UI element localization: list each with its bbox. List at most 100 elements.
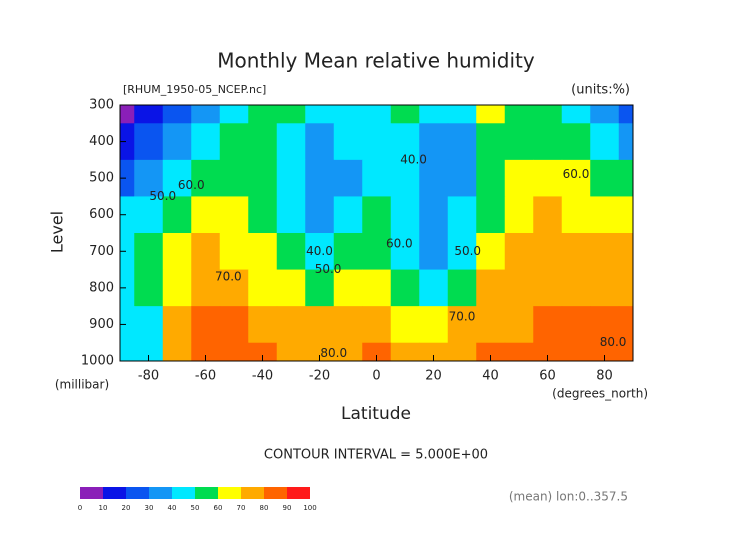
cell bbox=[590, 306, 620, 344]
cell bbox=[419, 269, 449, 307]
contour-label: 70.0 bbox=[215, 269, 242, 283]
x-tick-label: -20 bbox=[309, 369, 330, 384]
cell bbox=[248, 269, 278, 307]
cell bbox=[276, 159, 306, 197]
units: (units:%) bbox=[571, 83, 630, 98]
cell bbox=[134, 105, 164, 124]
colorbar-label: 100 bbox=[303, 504, 316, 512]
cell bbox=[162, 196, 192, 234]
colorbar-label: 90 bbox=[283, 504, 292, 512]
x-tick-label: 20 bbox=[425, 369, 442, 384]
cell bbox=[476, 306, 506, 344]
cell bbox=[305, 306, 335, 344]
colorbar-label: 40 bbox=[168, 504, 177, 512]
cell bbox=[504, 306, 534, 344]
cell bbox=[120, 342, 135, 362]
colorbar-swatch bbox=[218, 487, 241, 499]
cell bbox=[276, 123, 306, 161]
colorbar-swatch bbox=[80, 487, 103, 499]
cell bbox=[533, 196, 563, 234]
cell bbox=[447, 105, 477, 124]
cell bbox=[134, 159, 164, 197]
cell bbox=[362, 123, 392, 161]
cell bbox=[305, 196, 335, 234]
cell bbox=[219, 159, 249, 197]
colorbar-label: 70 bbox=[237, 504, 246, 512]
cell bbox=[191, 269, 221, 307]
contour-label: 60.0 bbox=[386, 236, 413, 250]
x-tick-label: -40 bbox=[252, 369, 273, 384]
cell bbox=[362, 196, 392, 234]
cell bbox=[134, 269, 164, 307]
note: (mean) lon:0..357.5 bbox=[509, 490, 628, 504]
cell bbox=[305, 105, 335, 124]
cell bbox=[219, 233, 249, 271]
contour-label: 50.0 bbox=[149, 189, 176, 203]
cell bbox=[191, 233, 221, 271]
cell bbox=[191, 306, 221, 344]
cell bbox=[248, 342, 278, 362]
colorbar-swatch bbox=[264, 487, 287, 499]
cell bbox=[362, 105, 392, 124]
cell bbox=[120, 159, 135, 197]
colorbar-label: 0 bbox=[78, 504, 82, 512]
contour-label: 40.0 bbox=[306, 244, 333, 258]
colorbar-swatch bbox=[172, 487, 195, 499]
cell bbox=[276, 105, 306, 124]
colorbar-label: 60 bbox=[214, 504, 223, 512]
cell bbox=[419, 342, 449, 362]
y-tick-label: 300 bbox=[89, 98, 114, 113]
cell bbox=[219, 306, 249, 344]
x-unit: (degrees_north) bbox=[552, 387, 648, 401]
cell bbox=[447, 233, 477, 271]
cell bbox=[561, 306, 591, 344]
cell bbox=[590, 196, 620, 234]
cell bbox=[533, 159, 563, 197]
cell bbox=[305, 123, 335, 161]
cell bbox=[162, 105, 192, 124]
cell bbox=[219, 342, 249, 362]
cell bbox=[419, 123, 449, 161]
cell bbox=[561, 342, 591, 362]
contour-label: 60.0 bbox=[563, 167, 590, 181]
cell bbox=[191, 105, 221, 124]
cell bbox=[504, 233, 534, 271]
cell bbox=[533, 105, 563, 124]
colorbar-swatch bbox=[149, 487, 172, 499]
cell bbox=[618, 196, 634, 234]
cell bbox=[390, 159, 420, 197]
cell bbox=[447, 159, 477, 197]
contour-label: 40.0 bbox=[400, 152, 427, 166]
contour-label: 50.0 bbox=[315, 262, 342, 276]
cell bbox=[120, 306, 135, 344]
cell bbox=[590, 233, 620, 271]
cell bbox=[618, 342, 634, 362]
cell bbox=[333, 233, 363, 271]
cell bbox=[390, 306, 420, 344]
cell bbox=[134, 196, 164, 234]
cell bbox=[504, 342, 534, 362]
y-unit: (millibar) bbox=[55, 378, 109, 392]
cell bbox=[504, 196, 534, 234]
contour-label: 50.0 bbox=[454, 244, 481, 258]
colorbar-swatch bbox=[241, 487, 264, 499]
cell bbox=[618, 123, 634, 161]
cell bbox=[561, 269, 591, 307]
cell bbox=[590, 159, 620, 197]
cell bbox=[305, 159, 335, 197]
cell bbox=[419, 159, 449, 197]
cell bbox=[162, 269, 192, 307]
footer: CONTOUR INTERVAL = 5.000E+00 bbox=[264, 448, 488, 463]
cell bbox=[362, 233, 392, 271]
colorbar-label: 10 bbox=[99, 504, 108, 512]
cell bbox=[504, 159, 534, 197]
cell bbox=[476, 159, 506, 197]
cell bbox=[476, 105, 506, 124]
y-tick-label: 500 bbox=[89, 171, 114, 186]
cell bbox=[533, 233, 563, 271]
cell bbox=[390, 123, 420, 161]
cell bbox=[134, 306, 164, 344]
cell bbox=[390, 105, 420, 124]
cell bbox=[162, 342, 192, 362]
